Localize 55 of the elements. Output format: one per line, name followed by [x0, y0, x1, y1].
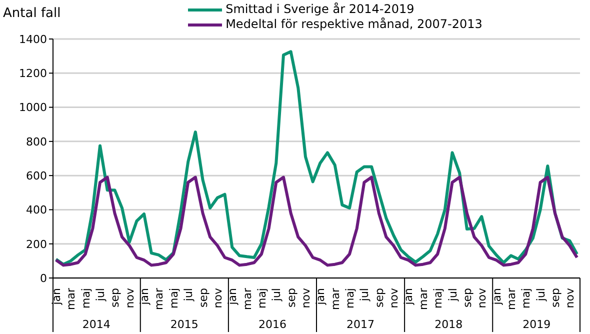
x-tick-label: maj — [432, 288, 445, 309]
text: 2019 — [522, 318, 551, 331]
x-tick-label: mar — [152, 288, 166, 310]
x-tick-label: mar — [504, 288, 518, 310]
x-tick-label: maj — [344, 288, 357, 309]
x-tick-label: sep — [284, 288, 298, 308]
y-tick-label: 800 — [26, 135, 47, 148]
y-tick-label: 1000 — [19, 101, 47, 114]
x-tick-label: jul — [270, 288, 284, 302]
x-tick-label: mar — [64, 288, 78, 310]
y-tick-label: 0 — [40, 272, 47, 285]
text: 2014 — [82, 318, 110, 331]
x-tick-label: mar — [328, 288, 342, 310]
y-tick-label: 200 — [26, 238, 47, 251]
x-tick-label: jan — [490, 288, 504, 306]
x-tick-label: sep — [372, 288, 386, 308]
x-tick-label: nov — [123, 288, 136, 308]
text: 2018 — [434, 318, 463, 331]
x-tick-label: sep — [548, 288, 562, 308]
x-tick-label: maj — [79, 288, 92, 309]
x-tick-label: jul — [182, 288, 196, 302]
line-series — [54, 50, 578, 266]
x-tick-label: nov — [564, 288, 577, 308]
x-tick-label: jul — [94, 288, 108, 302]
line-series — [54, 176, 578, 267]
x-tick-label: mar — [416, 288, 430, 310]
x-tick-label: nov — [299, 288, 312, 308]
x-tick-label: nov — [211, 288, 224, 308]
x-tick-label: nov — [388, 288, 401, 308]
x-tick-label: maj — [167, 288, 180, 309]
x-tick-label: sep — [460, 288, 474, 308]
x-tick-label: sep — [196, 288, 210, 308]
y-tick-label: 1200 — [19, 67, 47, 80]
x-tick-label: nov — [476, 288, 489, 308]
y-tick-label: 1400 — [19, 32, 47, 46]
x-tick-label: jul — [358, 288, 372, 302]
x-tick-label: jan — [138, 288, 152, 306]
y-axis-title: Antal fall — [3, 6, 61, 21]
x-tick-label: jul — [534, 288, 548, 302]
x-tick-label: jan — [226, 288, 240, 306]
x-tick-label: jan — [314, 288, 328, 306]
x-tick-label: mar — [240, 288, 254, 310]
legend-label: Medeltal för respektive månad, 2007-2013 — [226, 17, 482, 32]
x-tick-label: jul — [446, 288, 460, 302]
text: 2017 — [346, 318, 375, 331]
x-tick-label: sep — [108, 288, 122, 308]
text: 2015 — [170, 318, 198, 331]
legend-label: Smittad i Sverige år 2014-2019 — [226, 2, 414, 17]
y-tick-label: 600 — [26, 169, 47, 182]
y-tick-label: 400 — [26, 204, 47, 217]
x-tick-label: maj — [255, 288, 268, 309]
x-tick-label: jan — [402, 288, 416, 306]
x-tick-label: maj — [520, 288, 533, 309]
x-tick-label: jan — [50, 288, 63, 306]
text: 2016 — [258, 318, 286, 331]
